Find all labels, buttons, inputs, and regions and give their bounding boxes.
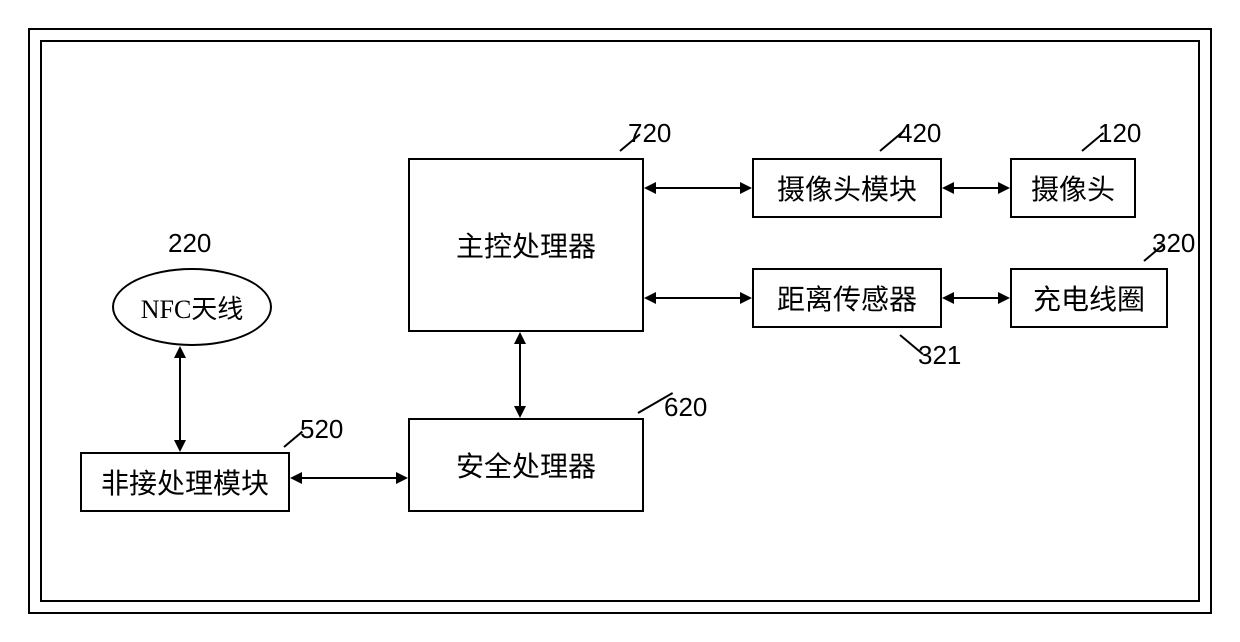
arrow-head-icon	[998, 182, 1010, 194]
arrow-head-icon	[740, 182, 752, 194]
edge-line	[179, 358, 181, 440]
arrow-head-icon	[998, 292, 1010, 304]
edge-line	[954, 297, 998, 299]
node-noncontact-module: 非接处理模块	[80, 452, 290, 512]
node-label: 安全处理器	[456, 445, 596, 485]
ref-label-main-proc: 720	[628, 118, 671, 149]
arrow-head-icon	[644, 292, 656, 304]
node-label: 充电线圈	[1033, 278, 1145, 318]
node-camera: 摄像头	[1010, 158, 1136, 218]
ref-label-dist-sensor: 321	[918, 340, 961, 371]
node-charge-coil: 充电线圈	[1010, 268, 1168, 328]
node-main-processor: 主控处理器	[408, 158, 644, 332]
arrow-head-icon	[644, 182, 656, 194]
node-label: 摄像头模块	[777, 168, 917, 208]
ref-label-camera-module: 420	[898, 118, 941, 149]
arrow-head-icon	[514, 332, 526, 344]
arrow-head-icon	[174, 346, 186, 358]
edge-line	[519, 344, 521, 406]
node-label: 非接处理模块	[101, 462, 269, 502]
node-secure-processor: 安全处理器	[408, 418, 644, 512]
node-label: 摄像头	[1031, 168, 1115, 208]
ref-label-noncontact: 520	[300, 414, 343, 445]
edge-line	[656, 297, 740, 299]
node-nfc-antenna: NFC天线	[112, 268, 272, 346]
arrow-head-icon	[396, 472, 408, 484]
node-camera-module: 摄像头模块	[752, 158, 942, 218]
node-distance-sensor: 距离传感器	[752, 268, 942, 328]
edge-line	[656, 187, 740, 189]
arrow-head-icon	[942, 182, 954, 194]
ref-label-nfc-antenna: 220	[168, 228, 211, 259]
ref-label-charge-coil: 320	[1152, 228, 1195, 259]
arrow-head-icon	[174, 440, 186, 452]
arrow-head-icon	[290, 472, 302, 484]
arrow-head-icon	[942, 292, 954, 304]
node-label: 距离传感器	[777, 278, 917, 318]
edge-line	[302, 477, 396, 479]
edge-line	[954, 187, 998, 189]
ref-label-secure-proc: 620	[664, 392, 707, 423]
arrow-head-icon	[740, 292, 752, 304]
ref-label-camera: 120	[1098, 118, 1141, 149]
node-label: 主控处理器	[456, 225, 596, 265]
node-label: NFC天线	[141, 289, 244, 326]
arrow-head-icon	[514, 406, 526, 418]
